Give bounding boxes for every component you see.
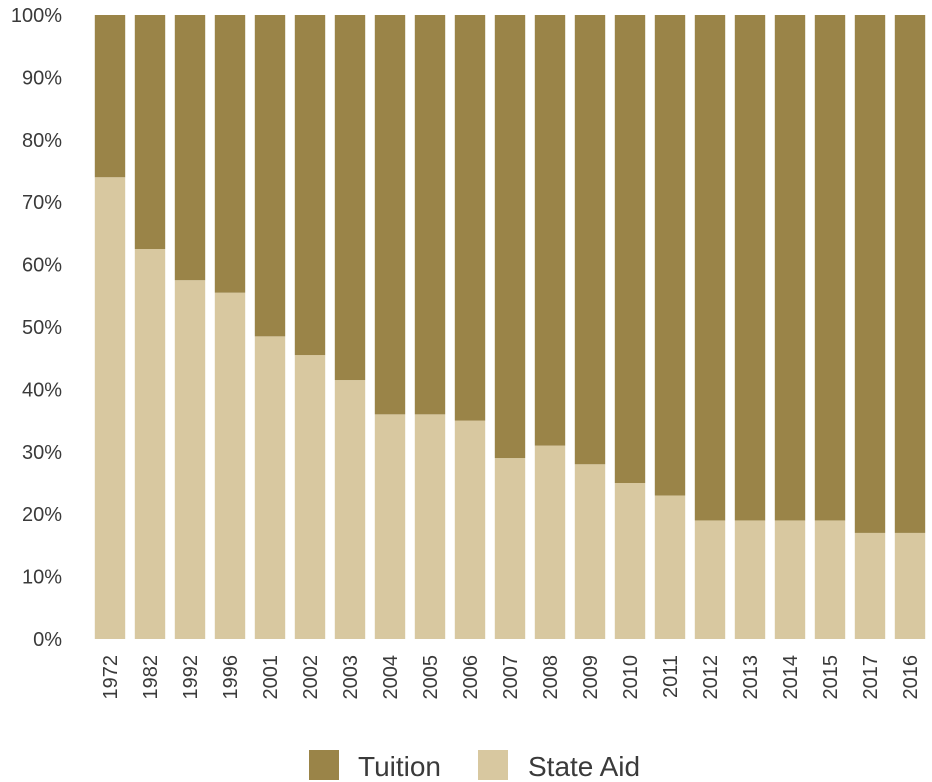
bar-tuition-2005 bbox=[414, 15, 446, 415]
x-tick-label: 2014 bbox=[780, 655, 802, 700]
bar-tuition-2003 bbox=[334, 15, 366, 381]
bar-tuition-2001 bbox=[254, 15, 286, 337]
bar-state-aid-2012 bbox=[694, 520, 726, 639]
bar-state-aid-2006 bbox=[454, 420, 486, 639]
bar-state-aid-1992 bbox=[174, 280, 206, 639]
bar-state-aid-2014 bbox=[774, 520, 806, 639]
bars bbox=[94, 15, 926, 640]
bar-tuition-1996 bbox=[214, 15, 246, 293]
x-tick-label: 1992 bbox=[180, 655, 202, 700]
x-tick-label: 2007 bbox=[500, 655, 522, 700]
bar-tuition-2002 bbox=[294, 15, 326, 356]
y-tick-label: 0% bbox=[33, 629, 62, 651]
bar-tuition-1992 bbox=[174, 15, 206, 281]
bar-tuition-2008 bbox=[534, 15, 566, 446]
x-tick-label: 2013 bbox=[740, 655, 762, 700]
x-tick-label: 2017 bbox=[860, 655, 882, 700]
x-tick-label: 2008 bbox=[540, 655, 562, 700]
bar-tuition-2012 bbox=[694, 15, 726, 521]
bar-tuition-2004 bbox=[374, 15, 406, 415]
x-tick-label: 2005 bbox=[420, 655, 442, 700]
x-tick-label: 2010 bbox=[620, 655, 642, 700]
bar-tuition-2007 bbox=[494, 15, 526, 459]
bar-state-aid-2015 bbox=[814, 520, 846, 639]
y-tick-label: 90% bbox=[22, 67, 62, 89]
y-tick-label: 70% bbox=[22, 192, 62, 214]
y-tick-label: 40% bbox=[22, 379, 62, 401]
bar-state-aid-2017 bbox=[854, 532, 886, 639]
bar-state-aid-2013 bbox=[734, 520, 766, 639]
x-tick-label: 2009 bbox=[580, 655, 602, 700]
bar-state-aid-2016 bbox=[894, 532, 926, 639]
x-tick-label: 2015 bbox=[820, 655, 842, 700]
bar-tuition-2014 bbox=[774, 15, 806, 521]
bar-state-aid-2002 bbox=[294, 355, 326, 639]
bar-state-aid-1996 bbox=[214, 292, 246, 639]
x-tick-label: 2016 bbox=[900, 655, 922, 700]
bar-tuition-1982 bbox=[134, 15, 166, 249]
legend: Tuition State Aid bbox=[309, 750, 640, 782]
y-tick-label: 30% bbox=[22, 442, 62, 464]
x-tick-label: 2004 bbox=[380, 655, 402, 700]
x-tick-label: 2003 bbox=[340, 655, 362, 700]
x-tick-label: 1996 bbox=[220, 655, 242, 700]
x-tick-label: 2002 bbox=[300, 655, 322, 700]
bar-tuition-1972 bbox=[94, 15, 126, 178]
y-tick-label: 80% bbox=[22, 130, 62, 152]
bar-state-aid-2007 bbox=[494, 458, 526, 639]
y-tick-label: 100% bbox=[11, 5, 62, 27]
x-tick-label: 2012 bbox=[700, 655, 722, 700]
bar-tuition-2011 bbox=[654, 15, 686, 496]
bar-tuition-2010 bbox=[614, 15, 646, 483]
bar-tuition-2013 bbox=[734, 15, 766, 521]
bar-state-aid-2010 bbox=[614, 483, 646, 639]
y-tick-label: 50% bbox=[22, 317, 62, 339]
legend-label-state-aid: State Aid bbox=[528, 751, 640, 782]
y-tick-label: 10% bbox=[22, 567, 62, 589]
y-tick-label: 20% bbox=[22, 504, 62, 526]
legend-swatch-tuition bbox=[309, 750, 339, 780]
bar-tuition-2017 bbox=[854, 15, 886, 533]
x-tick-label: 2011 bbox=[660, 655, 682, 698]
bar-state-aid-1972 bbox=[94, 177, 126, 640]
y-tick-label: 60% bbox=[22, 255, 62, 277]
bar-state-aid-2004 bbox=[374, 414, 406, 639]
x-tick-label: 2001 bbox=[260, 655, 282, 700]
bar-tuition-2016 bbox=[894, 15, 926, 533]
bar-state-aid-2003 bbox=[334, 380, 366, 639]
x-tick-label: 1972 bbox=[100, 655, 122, 700]
bar-state-aid-2008 bbox=[534, 445, 566, 639]
legend-label-tuition: Tuition bbox=[358, 751, 441, 782]
bar-state-aid-2001 bbox=[254, 336, 286, 639]
bar-state-aid-2005 bbox=[414, 414, 446, 639]
bar-state-aid-1982 bbox=[134, 249, 166, 639]
bar-state-aid-2011 bbox=[654, 495, 686, 639]
bar-state-aid-2009 bbox=[574, 464, 606, 639]
x-tick-label: 2006 bbox=[460, 655, 482, 700]
bar-tuition-2015 bbox=[814, 15, 846, 521]
legend-swatch-state-aid bbox=[478, 750, 508, 780]
bar-tuition-2006 bbox=[454, 15, 486, 421]
y-axis: 0% 10% 20% 30% 40% 50% 60% 70% 80% 90% 100% bbox=[11, 5, 62, 651]
x-axis: 1972 1982 1992 1996 2001 2002 2003 2004 2005 2006… bbox=[100, 655, 922, 700]
bar-tuition-2009 bbox=[574, 15, 606, 465]
x-tick-label: 1982 bbox=[140, 655, 162, 700]
